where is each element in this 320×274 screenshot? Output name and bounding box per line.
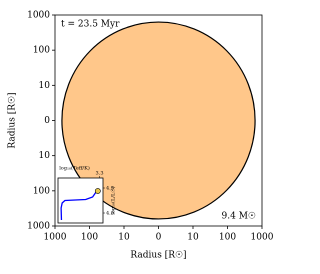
y-tick-label: 10 [39,151,51,161]
inset-y-label: log₁₀(L/L☉) [110,186,117,215]
y-tick-label: 1000 [27,11,50,21]
inset-frame [57,177,104,224]
y-axis-label: Radius [R☉] [8,92,18,148]
track [60,190,99,221]
mass-label: 9.4 M☉ [222,212,256,222]
star [61,21,256,220]
inset-y-tick-label: 4.0 [106,211,114,217]
y-tick-label: 100 [33,186,50,196]
x-tick-label: 10 [187,233,199,243]
current-point [94,188,101,194]
x-tick-label: 0 [156,233,162,243]
chart: 1000 100 10 0 10 100 10001000100100101001000Ra… [8,11,274,261]
plot-frame [54,14,263,227]
inset-x-tick-label: 3.3 [96,171,104,177]
inset-x-label: log₁₀(Teff/K) [59,165,90,172]
x-axis-label: Radius [R☉] [130,251,186,261]
x-tick-label: 100 [219,233,236,243]
x-tick-label: 1000 [44,233,67,243]
x-tick-label: 1000 [251,233,274,243]
y-tick-label: 1000 [27,222,50,232]
x-tick-label: 10 [118,233,130,243]
inset-y-tick-label: 4.5 [106,186,114,192]
time-label: t = 23.5 Myr [61,20,120,30]
y-tick-label: 0 [44,116,50,126]
y-tick-label: 100 [33,46,50,56]
x-tick-label: 100 [81,233,98,243]
y-tick-label: 10 [39,81,51,91]
